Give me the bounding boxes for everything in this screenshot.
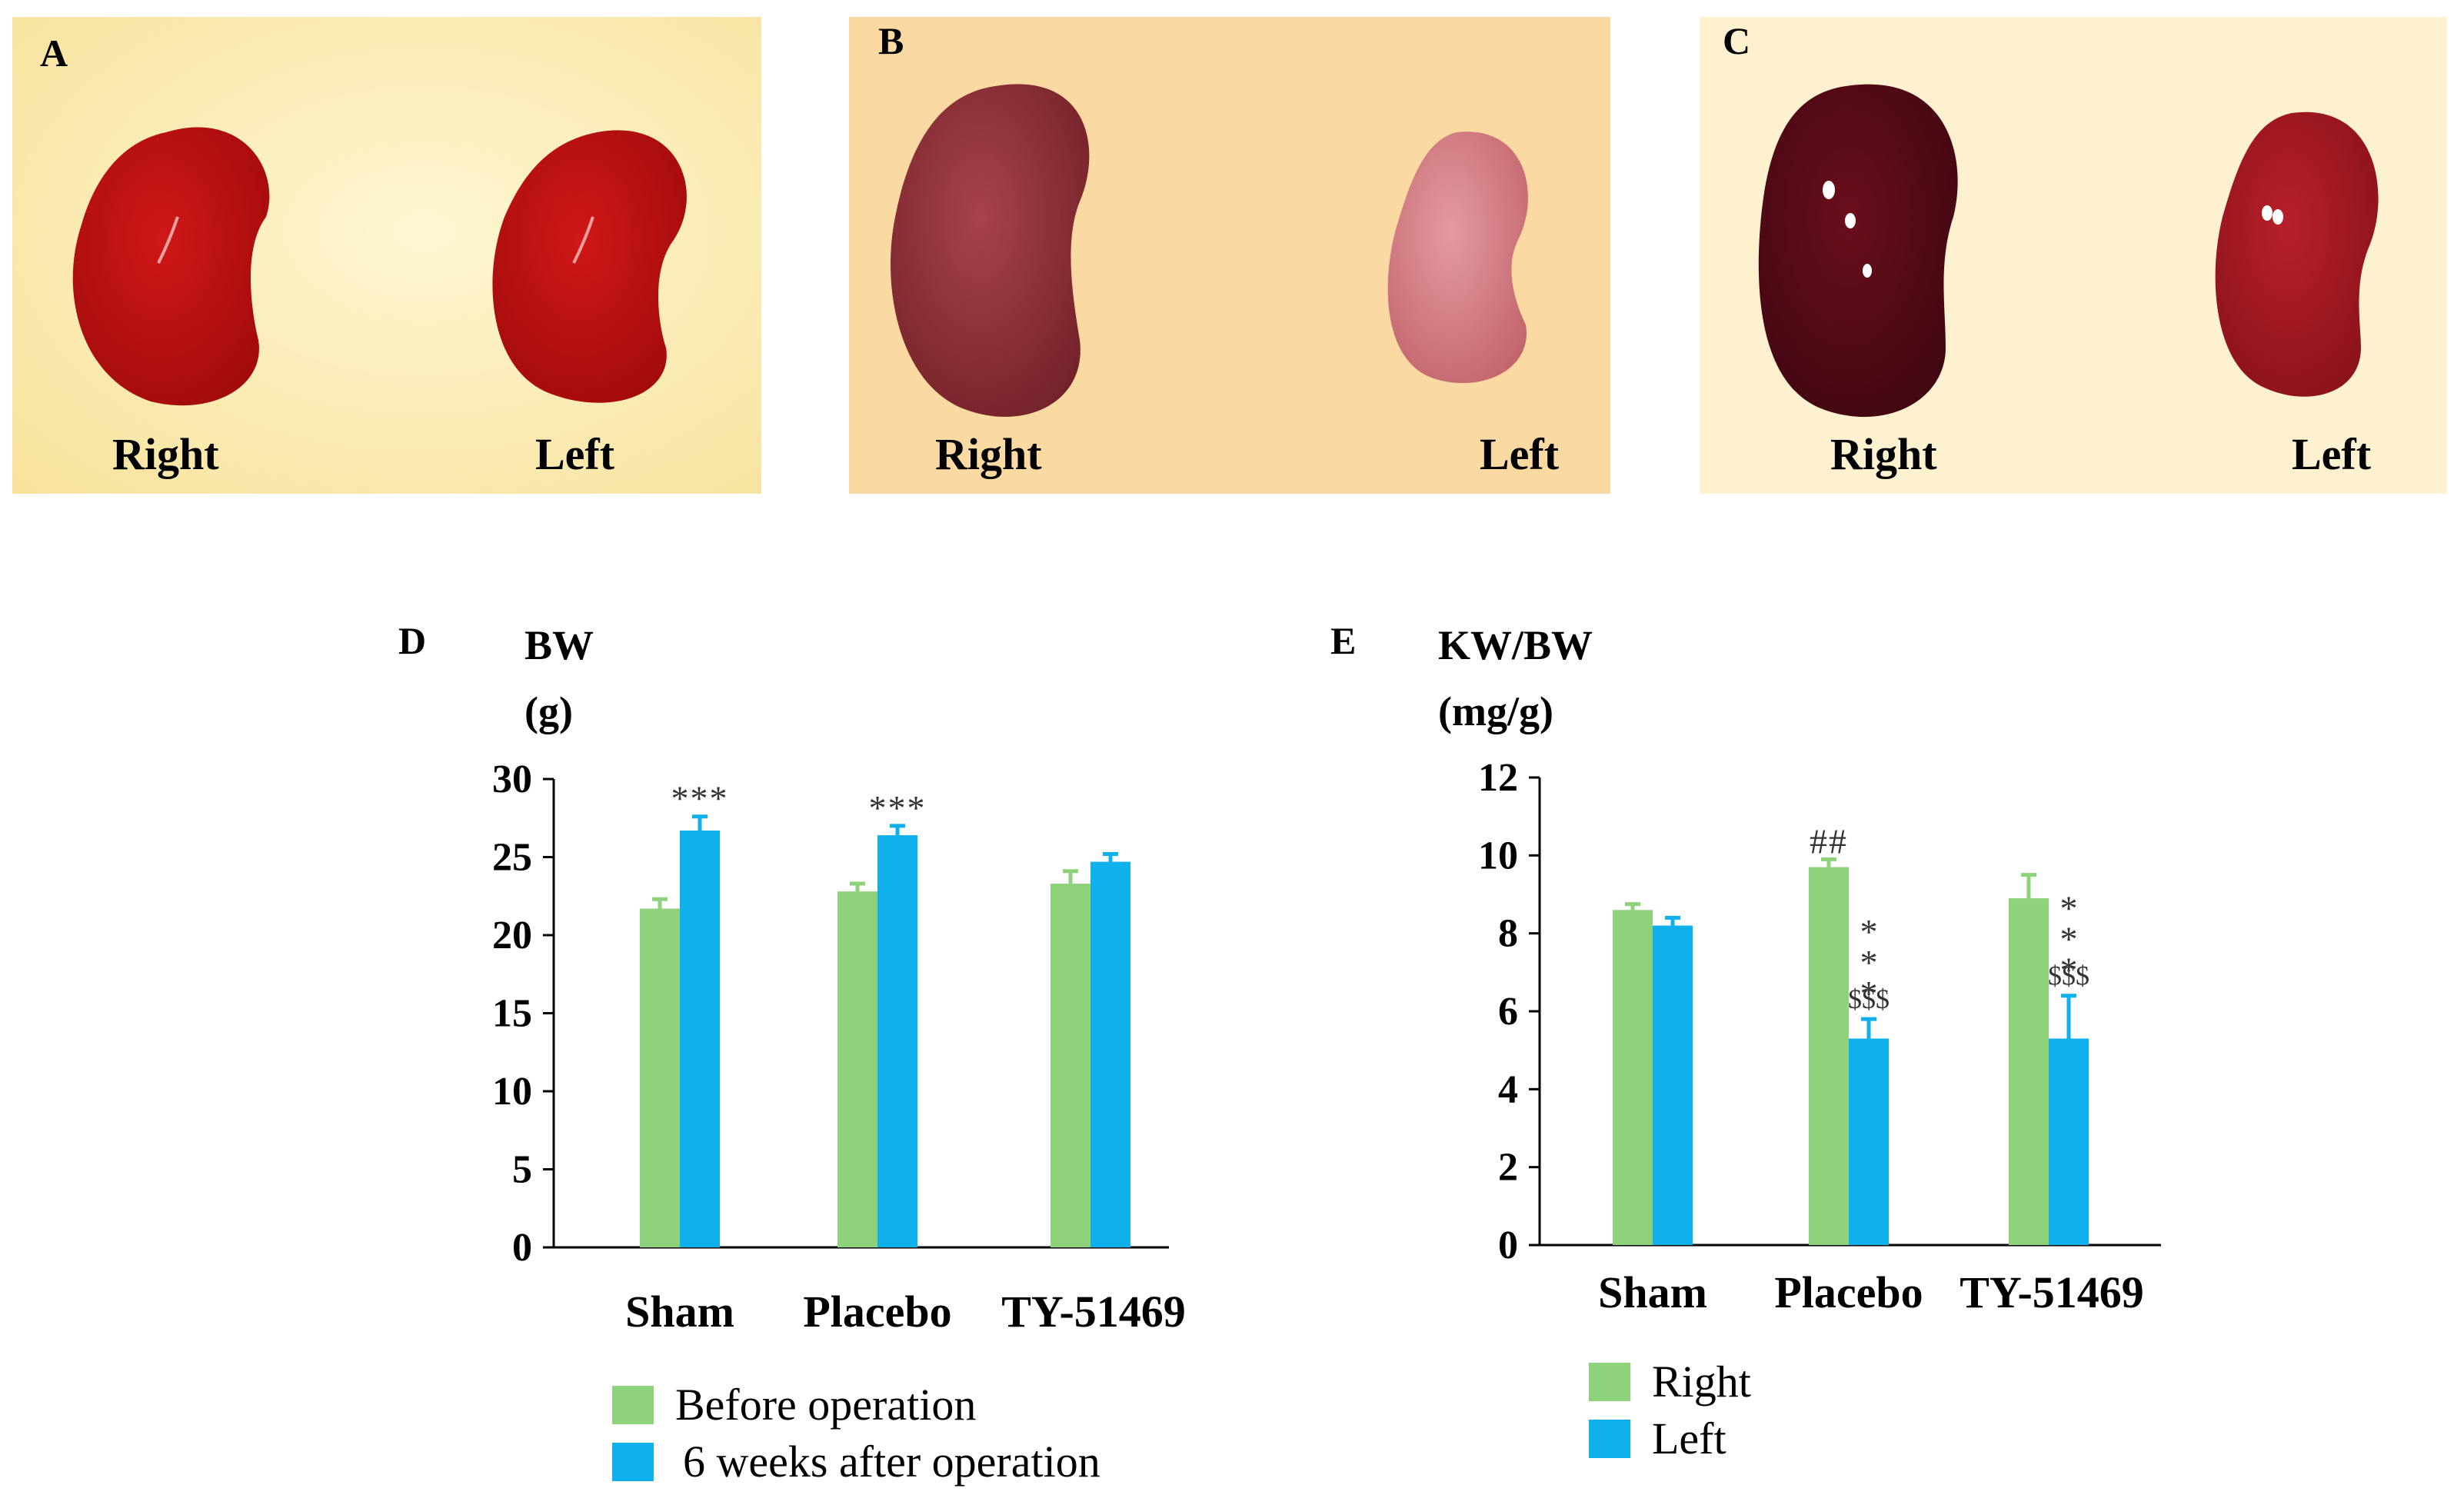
right-kidney-label: Right (1830, 429, 1937, 479)
y-tick-label: 0 (512, 1226, 532, 1270)
kidney-photo-b (849, 17, 1610, 494)
bar-blue (1653, 925, 1693, 1245)
bar-blue (2049, 1038, 2089, 1245)
bar-green (1051, 884, 1090, 1247)
category-label: Placebo (803, 1287, 951, 1337)
chart-d-ylabel: BW (524, 622, 594, 668)
left-kidney-label: Left (2292, 429, 2372, 479)
chart-e-ylabel-unit: (mg/g) (1438, 688, 1553, 734)
panel-letter-c: C (1723, 19, 1751, 62)
kidney-photo-a (12, 17, 761, 494)
significance-mark: *** (671, 779, 729, 818)
legend-swatch-green (1589, 1363, 1630, 1401)
bar-green (1809, 867, 1849, 1245)
legend-item: Right (1589, 1354, 1751, 1410)
y-tick-label: 0 (1498, 1224, 1518, 1267)
y-tick-label: 15 (492, 992, 532, 1036)
category-label: Sham (1598, 1267, 1707, 1317)
category-label: Sham (625, 1287, 734, 1337)
y-tick-label: 8 (1498, 912, 1518, 956)
y-tick-label: 20 (492, 914, 532, 957)
photo-panel-a: A Right Left (12, 17, 761, 494)
significance-asterisk: * (2060, 889, 2078, 928)
y-tick-label: 6 (1498, 990, 1518, 1034)
y-tick-label: 5 (512, 1148, 532, 1192)
legend-label: Right (1652, 1357, 1751, 1407)
significance-mark: $$$ (1848, 984, 1890, 1014)
legend-label: Before operation (675, 1380, 977, 1430)
bar-green (640, 908, 680, 1247)
legend-label: 6 weeks after operation (683, 1437, 1100, 1487)
legend-swatch-green (612, 1386, 654, 1424)
panel-letter-e: E (1330, 619, 1357, 662)
bar-blue (680, 830, 720, 1247)
y-tick-label: 30 (492, 757, 532, 801)
legend-item: 6 weeks after operation (612, 1433, 1100, 1490)
chart-e-ylabel: KW/BW (1438, 622, 1593, 668)
bar-blue (877, 835, 917, 1247)
significance-mark: *** (869, 788, 927, 827)
significance-mark: ## (1810, 821, 1848, 861)
legend-swatch-blue (1589, 1420, 1630, 1458)
y-tick-label: 2 (1498, 1146, 1518, 1190)
chart-d-legend: Before operation 6 weeks after operation (612, 1377, 1100, 1490)
panel-letter-b: B (878, 19, 904, 62)
legend-label: Left (1652, 1413, 1726, 1463)
photo-panel-c: C Right Left (1700, 17, 2447, 494)
legend-item: Before operation (612, 1377, 1100, 1433)
category-label: Placebo (1774, 1267, 1923, 1317)
significance-asterisk: * (1860, 974, 1878, 1013)
chart-e-legend: Right Left (1589, 1354, 1751, 1467)
chart-d-ylabel-unit: (g) (524, 688, 573, 734)
bar-green (1613, 910, 1653, 1245)
significance-asterisk: * (2060, 951, 2078, 990)
y-tick-label: 12 (1478, 756, 1518, 800)
legend-item: Left (1589, 1410, 1751, 1467)
left-kidney-label: Left (1480, 429, 1560, 479)
photo-panel-b: B Right Left (849, 17, 1610, 494)
bar-blue (1849, 1038, 1889, 1245)
panel-letter-a: A (40, 32, 68, 75)
left-kidney-label: Left (535, 429, 615, 479)
y-tick-label: 25 (492, 836, 532, 880)
kidney-photo-c (1700, 17, 2447, 494)
y-tick-label: 4 (1498, 1067, 1518, 1111)
significance-asterisk: * (2060, 920, 2078, 959)
significance-asterisk: * (1860, 943, 1878, 982)
bar-blue (1090, 861, 1130, 1247)
category-label: TY-51469 (1001, 1287, 1186, 1337)
significance-asterisk: * (1860, 912, 1878, 951)
bar-green (2009, 898, 2049, 1245)
right-kidney-label: Right (112, 429, 219, 479)
right-kidney-label: Right (935, 429, 1042, 479)
legend-swatch-blue (612, 1443, 654, 1481)
bw-bar-chart: 0 5 10 15 20 25 30 Sham Placebo TY-51469 *** *** (492, 757, 1186, 1337)
significance-mark: $$$ (2048, 961, 2089, 991)
significance-mark: *** (2060, 889, 2078, 990)
category-label: TY-51469 (1960, 1267, 2144, 1317)
y-tick-label: 10 (1478, 834, 1518, 877)
panel-letter-d: D (398, 619, 427, 662)
y-tick-label: 10 (492, 1070, 532, 1114)
significance-mark: *** (1860, 912, 1878, 1013)
bar-green (837, 891, 877, 1247)
